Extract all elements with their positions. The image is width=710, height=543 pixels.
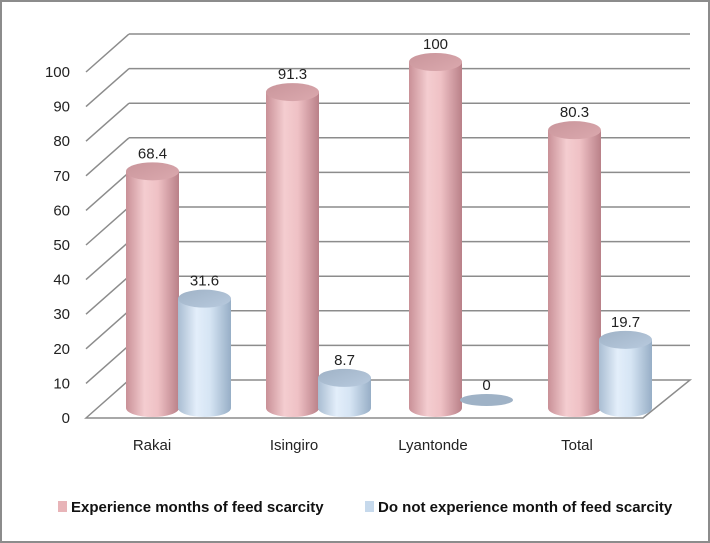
gridline-side <box>85 206 130 246</box>
bar-body <box>126 171 179 417</box>
bar-top <box>599 330 652 349</box>
gridline-side <box>85 68 130 108</box>
data-labels: 68.4 31.6 91.3 8.7 100 0 80.3 19.7 <box>138 36 640 394</box>
legend: Experience months of feed scarcity Do not… <box>58 499 673 516</box>
y-tick-label: 90 <box>53 99 70 116</box>
category-label: Rakai <box>133 437 171 454</box>
y-tick-label: 60 <box>53 202 70 219</box>
bar-top <box>548 121 601 140</box>
bar-top <box>126 162 179 181</box>
bar-top <box>460 394 513 406</box>
bar-body <box>318 377 371 417</box>
gridline-side <box>85 310 130 350</box>
bar <box>178 289 231 417</box>
bar-top <box>409 53 462 71</box>
y-tick-label: 10 <box>53 375 70 392</box>
y-tick-label: 30 <box>53 306 70 323</box>
gridline-side <box>85 344 130 384</box>
y-tick-label: 20 <box>53 341 70 358</box>
bar-body <box>266 92 319 418</box>
bar-body <box>178 298 231 417</box>
data-label: 80.3 <box>560 104 589 121</box>
legend-label: Experience months of feed scarcity <box>71 499 324 516</box>
data-label: 91.3 <box>278 66 307 83</box>
y-tick-label: 100 <box>45 64 70 81</box>
data-label: 0 <box>482 377 490 394</box>
gridline-side <box>85 241 130 281</box>
gridline-side <box>85 137 130 177</box>
legend-swatch <box>58 501 67 512</box>
bar <box>460 394 513 406</box>
bar <box>126 162 179 417</box>
bars <box>126 53 652 418</box>
gridline-side <box>85 33 130 73</box>
gridline-side <box>85 171 130 211</box>
bar <box>409 53 462 417</box>
data-label: 68.4 <box>138 145 167 162</box>
y-tick-label: 80 <box>53 133 70 150</box>
bar-body <box>599 339 652 417</box>
y-tick-label: 50 <box>53 237 70 254</box>
floor <box>84 379 693 419</box>
y-axis-ticks: 0 10 20 30 40 50 60 70 80 90 100 <box>45 64 70 427</box>
bar-top <box>318 368 371 387</box>
data-label: 31.6 <box>190 273 219 290</box>
bar-body <box>409 62 462 417</box>
category-label: Isingiro <box>270 437 318 454</box>
y-tick-label: 0 <box>62 410 70 427</box>
bar <box>318 368 371 417</box>
legend-swatch <box>365 501 374 512</box>
y-tick-label: 70 <box>53 168 70 185</box>
category-label: Lyantonde <box>398 437 468 454</box>
data-label: 8.7 <box>334 352 355 369</box>
bar <box>266 83 319 418</box>
data-label: 100 <box>423 36 448 53</box>
bar-body <box>548 130 601 418</box>
gridline-side <box>85 102 130 142</box>
bar-top <box>266 83 319 102</box>
bar <box>599 330 652 417</box>
category-labels: Rakai Isingiro Lyantonde Total <box>133 437 593 454</box>
bar-top <box>178 289 231 308</box>
y-tick-label: 40 <box>53 272 70 289</box>
legend-label: Do not experience month of feed scarcity <box>378 499 673 516</box>
gridline-side <box>85 275 130 315</box>
bar <box>548 121 601 418</box>
data-label: 19.7 <box>611 314 640 331</box>
category-label: Total <box>561 437 593 454</box>
